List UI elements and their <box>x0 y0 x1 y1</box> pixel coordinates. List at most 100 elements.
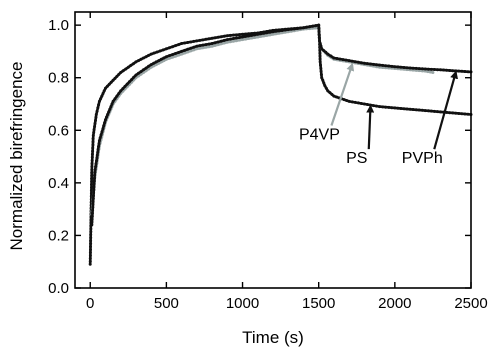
data-point <box>113 97 117 101</box>
data-point <box>186 47 190 51</box>
data-point <box>463 112 467 116</box>
data-point <box>384 105 388 109</box>
data-point <box>90 174 94 178</box>
data-point <box>393 65 397 69</box>
data-point <box>93 173 97 177</box>
data-point <box>174 54 177 58</box>
data-point <box>375 104 379 108</box>
data-point <box>98 136 102 140</box>
data-point <box>161 48 165 52</box>
data-point <box>356 101 360 105</box>
data-point <box>318 51 322 55</box>
data-point <box>314 26 318 30</box>
data-point <box>100 130 104 134</box>
data-point <box>390 106 394 110</box>
data-point <box>90 177 94 181</box>
data-point <box>347 99 351 103</box>
data-point <box>253 33 257 37</box>
data-point <box>317 36 321 40</box>
data-point <box>365 62 369 66</box>
data-point <box>123 84 127 88</box>
data-point <box>162 56 166 60</box>
data-point <box>318 54 322 58</box>
data-point <box>234 33 238 37</box>
data-point <box>460 112 464 116</box>
data-point <box>426 109 430 113</box>
data-point <box>222 38 226 42</box>
data-point <box>372 62 375 66</box>
data-point <box>94 119 97 122</box>
data-point <box>222 41 226 45</box>
data-point <box>189 49 193 53</box>
data-point <box>318 42 322 45</box>
data-point <box>311 24 315 28</box>
x-tick-label: 1500 <box>302 295 335 312</box>
data-point <box>335 95 338 99</box>
data-point <box>89 230 93 234</box>
series-ps <box>88 23 473 266</box>
data-point <box>375 63 379 67</box>
data-point <box>426 70 430 74</box>
data-point <box>149 52 153 56</box>
data-point <box>94 162 98 166</box>
data-point <box>426 67 430 71</box>
data-point <box>247 34 251 38</box>
data-point <box>445 68 449 72</box>
data-point <box>381 63 385 67</box>
data-point <box>436 68 439 72</box>
data-point <box>414 108 418 112</box>
data-point <box>139 70 143 74</box>
y-tick-label: 0.2 <box>48 227 69 244</box>
data-point <box>198 44 202 48</box>
data-point <box>399 107 403 110</box>
data-point <box>342 98 346 102</box>
data-point <box>317 23 321 27</box>
data-point <box>97 99 101 103</box>
data-point <box>280 29 284 32</box>
data-point <box>201 43 205 47</box>
data-point <box>314 24 318 28</box>
data-point <box>238 33 241 37</box>
data-point <box>234 36 238 40</box>
data-point <box>332 56 336 60</box>
data-point <box>320 47 324 51</box>
data-point <box>174 52 177 55</box>
data-point <box>353 100 357 104</box>
data-point <box>92 128 96 131</box>
series-line <box>90 26 434 215</box>
data-point <box>117 72 121 76</box>
data-point <box>457 112 461 115</box>
data-point <box>359 102 363 105</box>
data-point <box>155 50 159 54</box>
data-point <box>113 76 117 80</box>
annotation-label: PS <box>346 150 367 167</box>
data-point <box>89 233 93 237</box>
data-point <box>460 69 464 73</box>
data-point <box>93 168 97 171</box>
data-point <box>231 37 235 40</box>
data-point <box>152 51 156 55</box>
data-point <box>274 29 278 33</box>
data-point <box>362 102 366 106</box>
data-point <box>241 32 244 36</box>
data-point <box>131 62 135 66</box>
data-point <box>457 69 461 73</box>
data-point <box>91 140 95 144</box>
data-point <box>265 31 269 35</box>
data-point <box>338 57 342 61</box>
data-point <box>408 66 412 70</box>
data-point <box>152 61 156 65</box>
data-point <box>121 69 125 73</box>
data-point <box>319 66 323 70</box>
data-point <box>420 108 424 112</box>
data-point <box>405 107 409 111</box>
data-point <box>149 63 153 67</box>
data-point <box>319 63 322 67</box>
data-point <box>177 51 181 54</box>
data-point <box>213 41 217 45</box>
data-point <box>108 107 112 111</box>
data-point <box>186 50 190 54</box>
data-point <box>247 37 251 40</box>
data-point <box>210 42 214 45</box>
data-point <box>91 194 95 198</box>
